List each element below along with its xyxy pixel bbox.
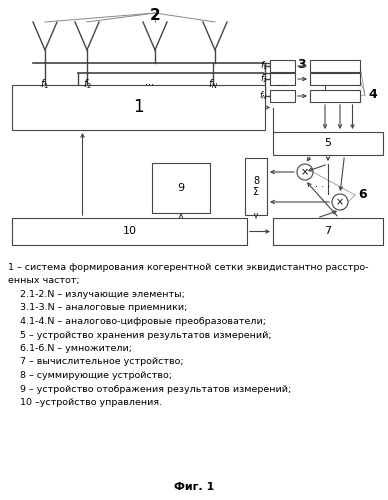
Bar (245, 158, 267, 215)
Circle shape (297, 164, 313, 180)
Text: $f_2$: $f_2$ (260, 72, 268, 85)
Text: $f_1$: $f_1$ (260, 60, 268, 72)
Bar (273, 218, 383, 245)
Text: 8 – суммирующие устройство;: 8 – суммирующие устройство; (8, 371, 172, 380)
Circle shape (332, 194, 348, 210)
Text: 3.1-3.N – аналоговые приемники;: 3.1-3.N – аналоговые приемники; (8, 304, 187, 312)
Text: Фиг. 1: Фиг. 1 (174, 482, 214, 492)
Text: 7: 7 (324, 226, 332, 236)
Bar (310, 73, 360, 85)
Text: енных частот;: енных частот; (8, 276, 80, 285)
Bar (12, 85, 265, 130)
Bar (152, 163, 210, 213)
Text: $f_N$: $f_N$ (259, 90, 268, 102)
Text: ×: × (336, 197, 344, 207)
Text: ×: × (301, 167, 309, 177)
Text: 8
Σ: 8 Σ (253, 176, 259, 198)
Text: 6: 6 (358, 188, 367, 202)
Bar (270, 90, 295, 102)
Text: 7 – вычислительное устройство;: 7 – вычислительное устройство; (8, 358, 184, 366)
Bar (273, 132, 383, 155)
Bar (12, 218, 247, 245)
Bar (310, 60, 360, 72)
Bar (270, 73, 295, 85)
Text: $f_2$: $f_2$ (83, 77, 92, 91)
Text: · · ·: · · · (315, 182, 331, 192)
Text: 9 – устройство отображения результатов измерений;: 9 – устройство отображения результатов и… (8, 384, 291, 394)
Text: 6.1-6.N – умножители;: 6.1-6.N – умножители; (8, 344, 132, 353)
Text: 5: 5 (324, 138, 331, 148)
Text: 10: 10 (123, 226, 137, 236)
Text: 9: 9 (177, 183, 185, 193)
Bar (270, 60, 295, 72)
Text: 1: 1 (133, 98, 144, 116)
Text: $f_1$: $f_1$ (40, 77, 50, 91)
Text: 4.1-4.N – аналогово-цифровые преобразователи;: 4.1-4.N – аналогово-цифровые преобразова… (8, 317, 266, 326)
Text: $f_N$: $f_N$ (208, 77, 218, 91)
Text: 3: 3 (297, 58, 306, 71)
Text: 5 – устройство хранения результатов измерений;: 5 – устройство хранения результатов изме… (8, 330, 272, 340)
Text: 2.1-2.N – излучающие элементы;: 2.1-2.N – излучающие элементы; (8, 290, 185, 299)
Text: 4: 4 (368, 88, 377, 102)
Text: 1 – система формирования когерентной сетки эквидистантно расстро-: 1 – система формирования когерентной сет… (8, 263, 369, 272)
Bar (310, 90, 360, 102)
Text: 2: 2 (150, 8, 160, 23)
Text: ...: ... (278, 78, 287, 88)
Text: ...: ... (146, 77, 154, 87)
Text: 10 –устройство управления.: 10 –устройство управления. (8, 398, 162, 407)
